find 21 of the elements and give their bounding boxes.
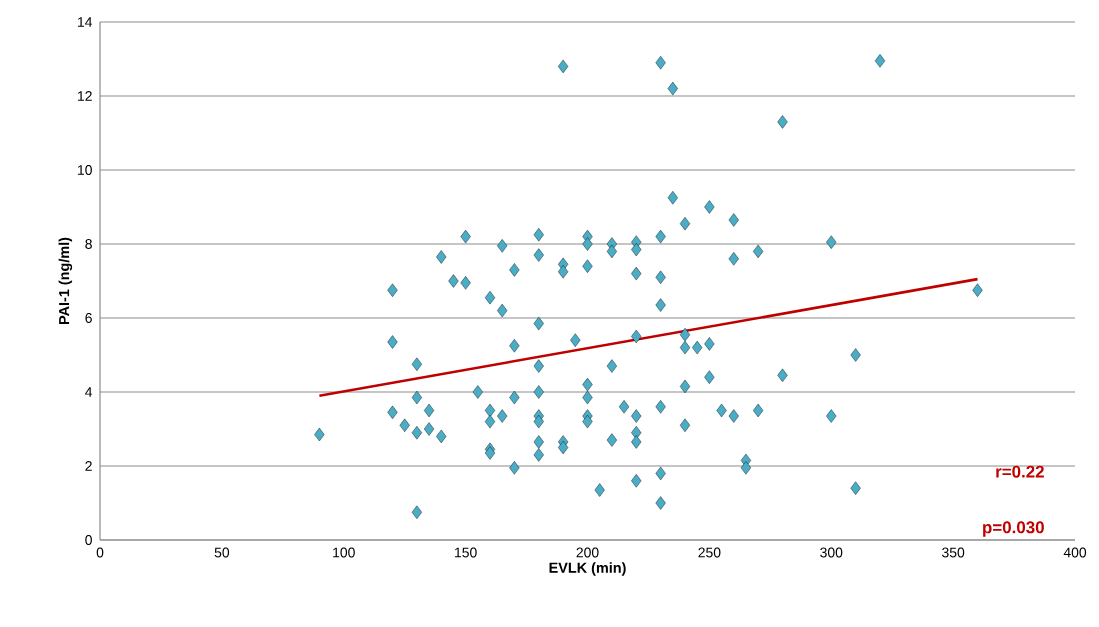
x-tick-label: 200 xyxy=(576,547,599,558)
x-tick-label: 300 xyxy=(820,547,843,558)
y-tick-label: 2 xyxy=(85,461,92,471)
x-tick-label: 50 xyxy=(214,547,230,558)
x-tick-label: 400 xyxy=(1063,547,1087,558)
annotation: r=0.22 xyxy=(996,465,1044,478)
x-tick-label: 350 xyxy=(942,547,965,558)
y-tick-label: 6 xyxy=(85,313,92,323)
y-tick-label: 0 xyxy=(85,535,92,545)
y-axis-title: PAI-1 (ng/ml) xyxy=(58,237,73,325)
x-tick-label: 100 xyxy=(333,547,355,558)
y-tick-label: 4 xyxy=(85,387,93,397)
x-tick-label: 0 xyxy=(96,547,104,558)
annotation: p=0.030 xyxy=(983,521,1044,537)
y-tick-label: 12 xyxy=(78,91,92,101)
x-tick-label: 150 xyxy=(455,547,477,558)
x-tick-label: 250 xyxy=(698,547,721,558)
y-tick-label: 8 xyxy=(85,239,92,249)
x-axis-title: EVLK (min) xyxy=(549,562,626,576)
y-tick-label: 10 xyxy=(78,165,92,175)
y-tick-label: 14 xyxy=(78,17,93,27)
